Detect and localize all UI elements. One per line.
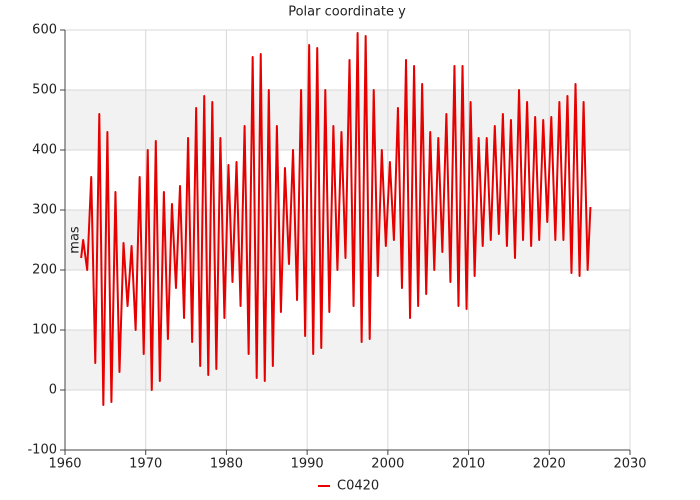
- x-tick-label: 1960: [48, 457, 81, 472]
- y-axis-label: mas: [68, 226, 83, 254]
- x-tick-label: 2000: [371, 457, 404, 472]
- y-tick-label: -100: [27, 443, 57, 458]
- data-line: [80, 32, 592, 406]
- legend-label: C0420: [337, 479, 379, 494]
- x-tick-label: 2020: [533, 457, 566, 472]
- background-band: [65, 210, 630, 270]
- y-tick-label: 400: [32, 143, 57, 158]
- x-tick-label: 1970: [129, 457, 162, 472]
- y-tick-label: 100: [32, 323, 57, 338]
- y-tick-label: 500: [32, 83, 57, 98]
- y-tick-label: 0: [49, 383, 57, 398]
- x-tick-label: 2030: [613, 457, 646, 472]
- y-tick-label: 200: [32, 263, 57, 278]
- x-tick-label: 1990: [291, 457, 324, 472]
- x-tick-label: 2010: [452, 457, 485, 472]
- x-tick-label: 1980: [210, 457, 243, 472]
- background-band: [65, 330, 630, 390]
- y-tick-label: 300: [32, 203, 57, 218]
- y-tick-label: 600: [32, 23, 57, 38]
- chart-title: Polar coordinate y: [288, 5, 406, 20]
